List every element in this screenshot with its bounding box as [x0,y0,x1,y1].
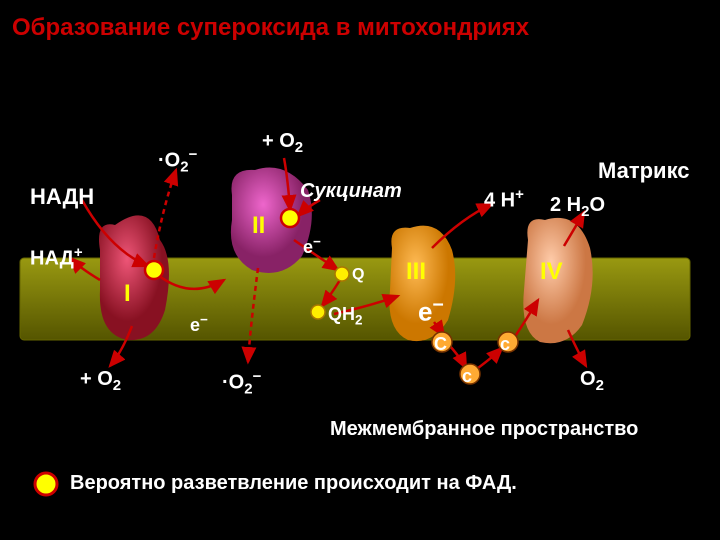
label-qh2: QH2 [328,304,363,328]
label-o2-top: + O2 [262,130,303,156]
label-2h2o: 2 H2O [550,194,605,220]
complex-label-I: I [124,280,131,308]
complex-label-III: III [406,258,426,286]
label-c1: C [434,334,447,355]
complex-label-IV: IV [540,258,563,286]
label-intermembrane: Межмембранное пространство [330,418,638,441]
label-superoxide-bottom: ·O2− [222,368,261,398]
label-c2: c [500,334,510,355]
complex-label-II: II [252,212,265,240]
label-o2-bl: + O2 [80,368,121,394]
label-o2-right: O2 [580,368,604,394]
label-nadh: НАДН [30,184,94,210]
label-4h: 4 H+ [484,186,524,213]
page-title: Образование супероксида в митохондриях [12,14,529,42]
label-e-left: e− [190,312,208,336]
label-nad-plus: НАД+ [30,244,83,271]
label-matrix: Матрикс [598,158,690,184]
label-e-right: e− [418,294,444,328]
label-c3: c [462,366,472,387]
label-e-mid: e− [303,234,321,258]
legend-dot [35,473,57,495]
label-succinate: Сукцинат [300,180,402,203]
legend-text: Вероятно разветвление происходит на ФАД. [70,472,517,495]
label-superoxide-top: ·O2− [158,146,197,176]
label-q: Q [352,266,364,284]
